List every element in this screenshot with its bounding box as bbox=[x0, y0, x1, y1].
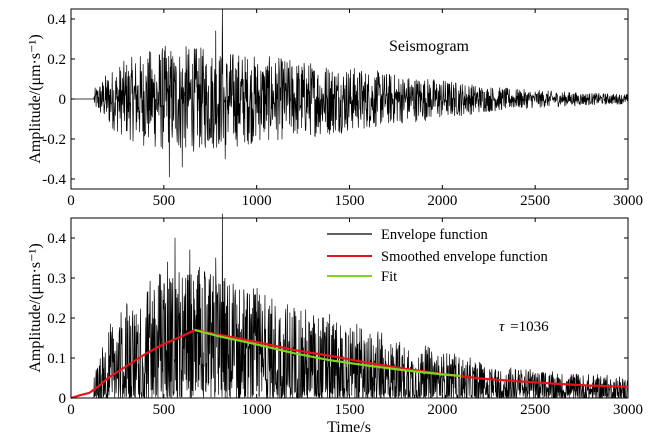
series-seismogram bbox=[71, 8, 629, 178]
y-tick-label-envelope-2: 0.2 bbox=[47, 311, 66, 327]
series-line-seismogram-0 bbox=[71, 8, 629, 178]
y-tick-label-seismogram-0: -0.4 bbox=[42, 172, 66, 188]
y-tick-label-envelope-0: 0 bbox=[59, 391, 67, 407]
x-tick-label-envelope-2500: 2500 bbox=[520, 402, 550, 418]
x-tick-label-seismogram-2500: 2500 bbox=[520, 193, 550, 209]
series-envelope bbox=[70, 213, 629, 400]
x-tick-label-envelope-1000: 1000 bbox=[242, 402, 272, 418]
x-tick-label-seismogram-2000: 2000 bbox=[427, 193, 457, 209]
axes-seismogram: 0 500 1000 1500 2000 2500 3000 -0.4 -0.2 0 0.2 0.4 bbox=[42, 9, 643, 209]
y-tick-label-seismogram-4: 0.4 bbox=[47, 12, 66, 28]
axes-envelope: 0 500 1000 1500 2000 2500 3000 0 0.1 0.2 0.3 0.4 bbox=[47, 218, 643, 418]
x-tick-label-envelope-500: 500 bbox=[153, 402, 176, 418]
legend: Envelope function Smoothed envelope func… bbox=[327, 227, 548, 285]
seismogram-label: Seismogram bbox=[389, 38, 470, 55]
y-axis-label-envelope: Amplitude/(μm·s⁻¹) bbox=[27, 243, 44, 372]
y-tick-label-seismogram-1: -0.2 bbox=[42, 132, 66, 148]
y-tick-label-seismogram-2: 0 bbox=[59, 92, 67, 108]
y-tick-label-seismogram-3: 0.2 bbox=[47, 52, 66, 68]
y-axis-label-seismogram: Amplitude/(μm·s⁻¹) bbox=[27, 34, 44, 163]
x-tick-label-seismogram-0: 0 bbox=[67, 193, 75, 209]
panel-seismogram: 0 500 1000 1500 2000 2500 3000-0.4-0.200.20.4 … bbox=[27, 8, 643, 209]
x-tick-label-seismogram-3000: 3000 bbox=[613, 193, 643, 209]
panel-envelope: 0 500 1000 1500 2000 2500 3000 0 0.1 0.2 0.3 0.4 En… bbox=[27, 213, 643, 436]
legend-label-smoothed-envelope-function: Smoothed envelope function bbox=[381, 249, 548, 265]
x-tick-label-seismogram-500: 500 bbox=[153, 193, 176, 209]
x-tick-label-envelope-2000: 2000 bbox=[427, 402, 457, 418]
x-tick-label-envelope-3000: 3000 bbox=[613, 402, 643, 418]
series-line-envelope-0 bbox=[71, 213, 629, 399]
x-tick-label-envelope-0: 0 bbox=[67, 402, 75, 418]
series-line-envelope-2 bbox=[194, 328, 461, 378]
y-tick-label-envelope-3: 0.3 bbox=[47, 271, 66, 287]
y-tick-label-envelope-4: 0.4 bbox=[47, 231, 66, 247]
tau-value: =1036 bbox=[510, 319, 549, 335]
x-tick-label-envelope-1500: 1500 bbox=[335, 402, 365, 418]
x-axis-label: Time/s bbox=[327, 419, 371, 436]
x-tick-label-seismogram-1000: 1000 bbox=[242, 193, 272, 209]
legend-label-envelope-function: Envelope function bbox=[381, 227, 488, 243]
legend-label-fit: Fit bbox=[381, 269, 397, 285]
series-line-envelope-1 bbox=[70, 328, 629, 400]
y-tick-label-envelope-1: 0.1 bbox=[47, 351, 66, 367]
tau-symbol: τ bbox=[499, 319, 505, 335]
x-tick-label-seismogram-1500: 1500 bbox=[335, 193, 365, 209]
tau-annotation: τ =1036 bbox=[499, 319, 549, 335]
